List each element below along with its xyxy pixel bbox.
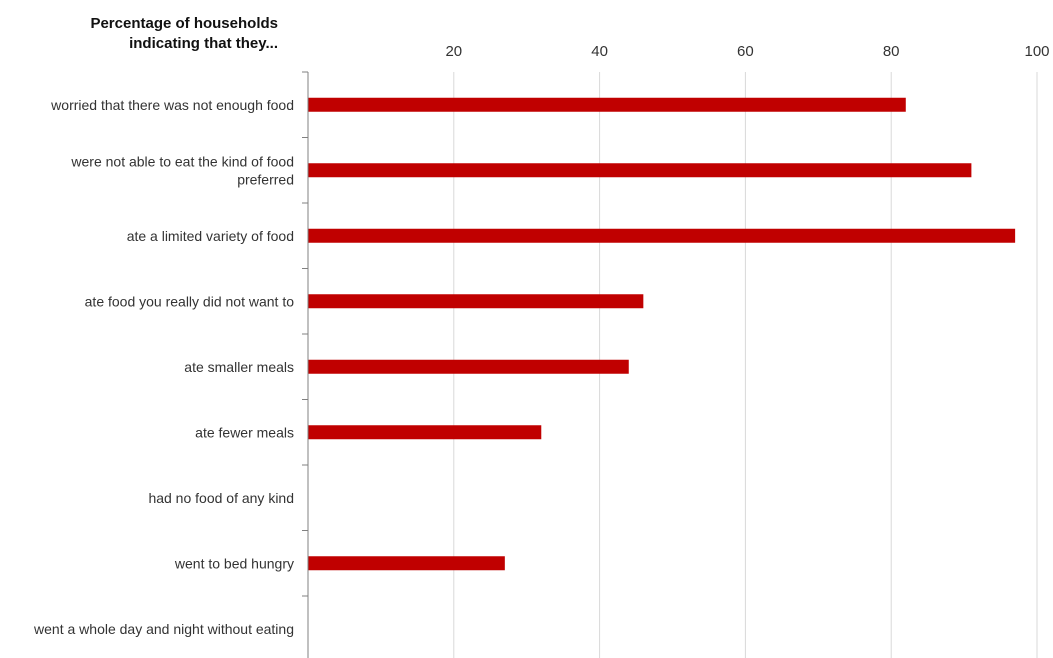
category-label: ate food you really did not want to	[85, 293, 295, 309]
x-tick-label: 20	[445, 43, 462, 60]
category-labels: worried that there was not enough food we…	[33, 97, 294, 637]
bar	[308, 163, 972, 178]
bar	[308, 97, 906, 112]
category-label-line: preferred	[237, 171, 294, 187]
x-tick-label: 60	[737, 43, 754, 60]
bar	[308, 228, 1016, 243]
chart-title-line-2: indicating that they...	[129, 35, 278, 52]
category-label: ate fewer meals	[195, 424, 294, 440]
x-tick-label: 80	[883, 43, 900, 60]
category-label: were not able to eat the kind of food pre…	[70, 153, 294, 187]
category-label: went a whole day and night without eatin…	[33, 621, 294, 637]
category-label: went to bed hungry	[174, 555, 294, 571]
category-label: ate smaller meals	[184, 359, 294, 375]
x-tick-label: 100	[1024, 43, 1049, 60]
category-label-line: ate food you really did not want to	[85, 293, 295, 309]
bar	[308, 556, 505, 571]
category-label-line: ate fewer meals	[195, 424, 294, 440]
category-label-line: went a whole day and night without eatin…	[33, 621, 294, 637]
category-label: worried that there was not enough food	[50, 97, 294, 113]
axes	[302, 71, 309, 658]
category-label: had no food of any kind	[148, 490, 294, 506]
category-label-line: ate smaller meals	[184, 359, 294, 375]
category-label-line: worried that there was not enough food	[50, 97, 294, 113]
chart-title-line-1: Percentage of households	[90, 15, 278, 32]
bar	[308, 425, 542, 440]
tick-labels: 20 40 60 80 100	[445, 43, 1049, 60]
category-label-line: had no food of any kind	[148, 490, 294, 506]
bar	[308, 294, 644, 309]
category-label-line: ate a limited variety of food	[127, 228, 294, 244]
category-label: ate a limited variety of food	[127, 228, 294, 244]
chart-title: Percentage of households indicating that…	[18, 14, 278, 54]
bar	[308, 359, 629, 374]
bars	[308, 97, 1016, 571]
category-label-line: went to bed hungry	[174, 555, 294, 571]
x-tick-label: 40	[591, 43, 608, 60]
category-label-line: were not able to eat the kind of food	[70, 153, 294, 169]
